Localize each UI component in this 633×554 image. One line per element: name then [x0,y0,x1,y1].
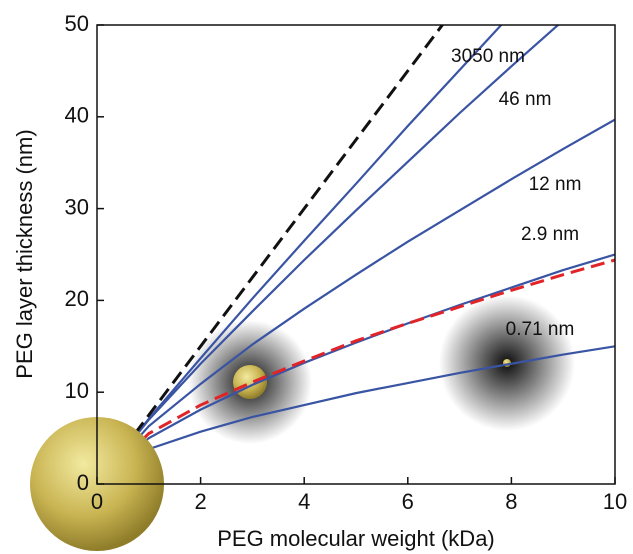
series-label: 3050 nm [451,46,525,67]
series-line [97,25,503,484]
x-tick-label: 10 [603,489,627,514]
series-label: 12 nm [529,174,582,195]
x-tick-label: 2 [194,489,206,514]
series-line [97,253,615,484]
series-line [97,345,615,484]
x-tick-label: 4 [298,489,310,514]
y-tick-label: 20 [65,286,89,311]
y-tick-label: 40 [65,103,89,128]
lines [97,25,615,484]
y-tick-label: 30 [65,194,89,219]
decor [188,295,575,444]
frame [96,24,616,485]
y-tick-label: 10 [65,378,89,403]
y-tick-label: 0 [77,470,89,495]
x-label: PEG molecular weight (kDa) [217,526,495,551]
series-label: 0.71 nm [506,319,575,340]
x-tick-label: 6 [402,489,414,514]
x-tick-label: 0 [91,489,103,514]
y-tick-label: 50 [65,11,89,36]
series-label: 46 nm [499,89,552,110]
y-label: PEG layer thickness (nm) [12,129,37,378]
series-line [97,25,560,484]
series-line [97,118,615,484]
x-tick-label: 8 [505,489,517,514]
series-label: 2.9 nm [521,224,579,245]
series-line [97,258,615,484]
series-line [97,25,445,484]
